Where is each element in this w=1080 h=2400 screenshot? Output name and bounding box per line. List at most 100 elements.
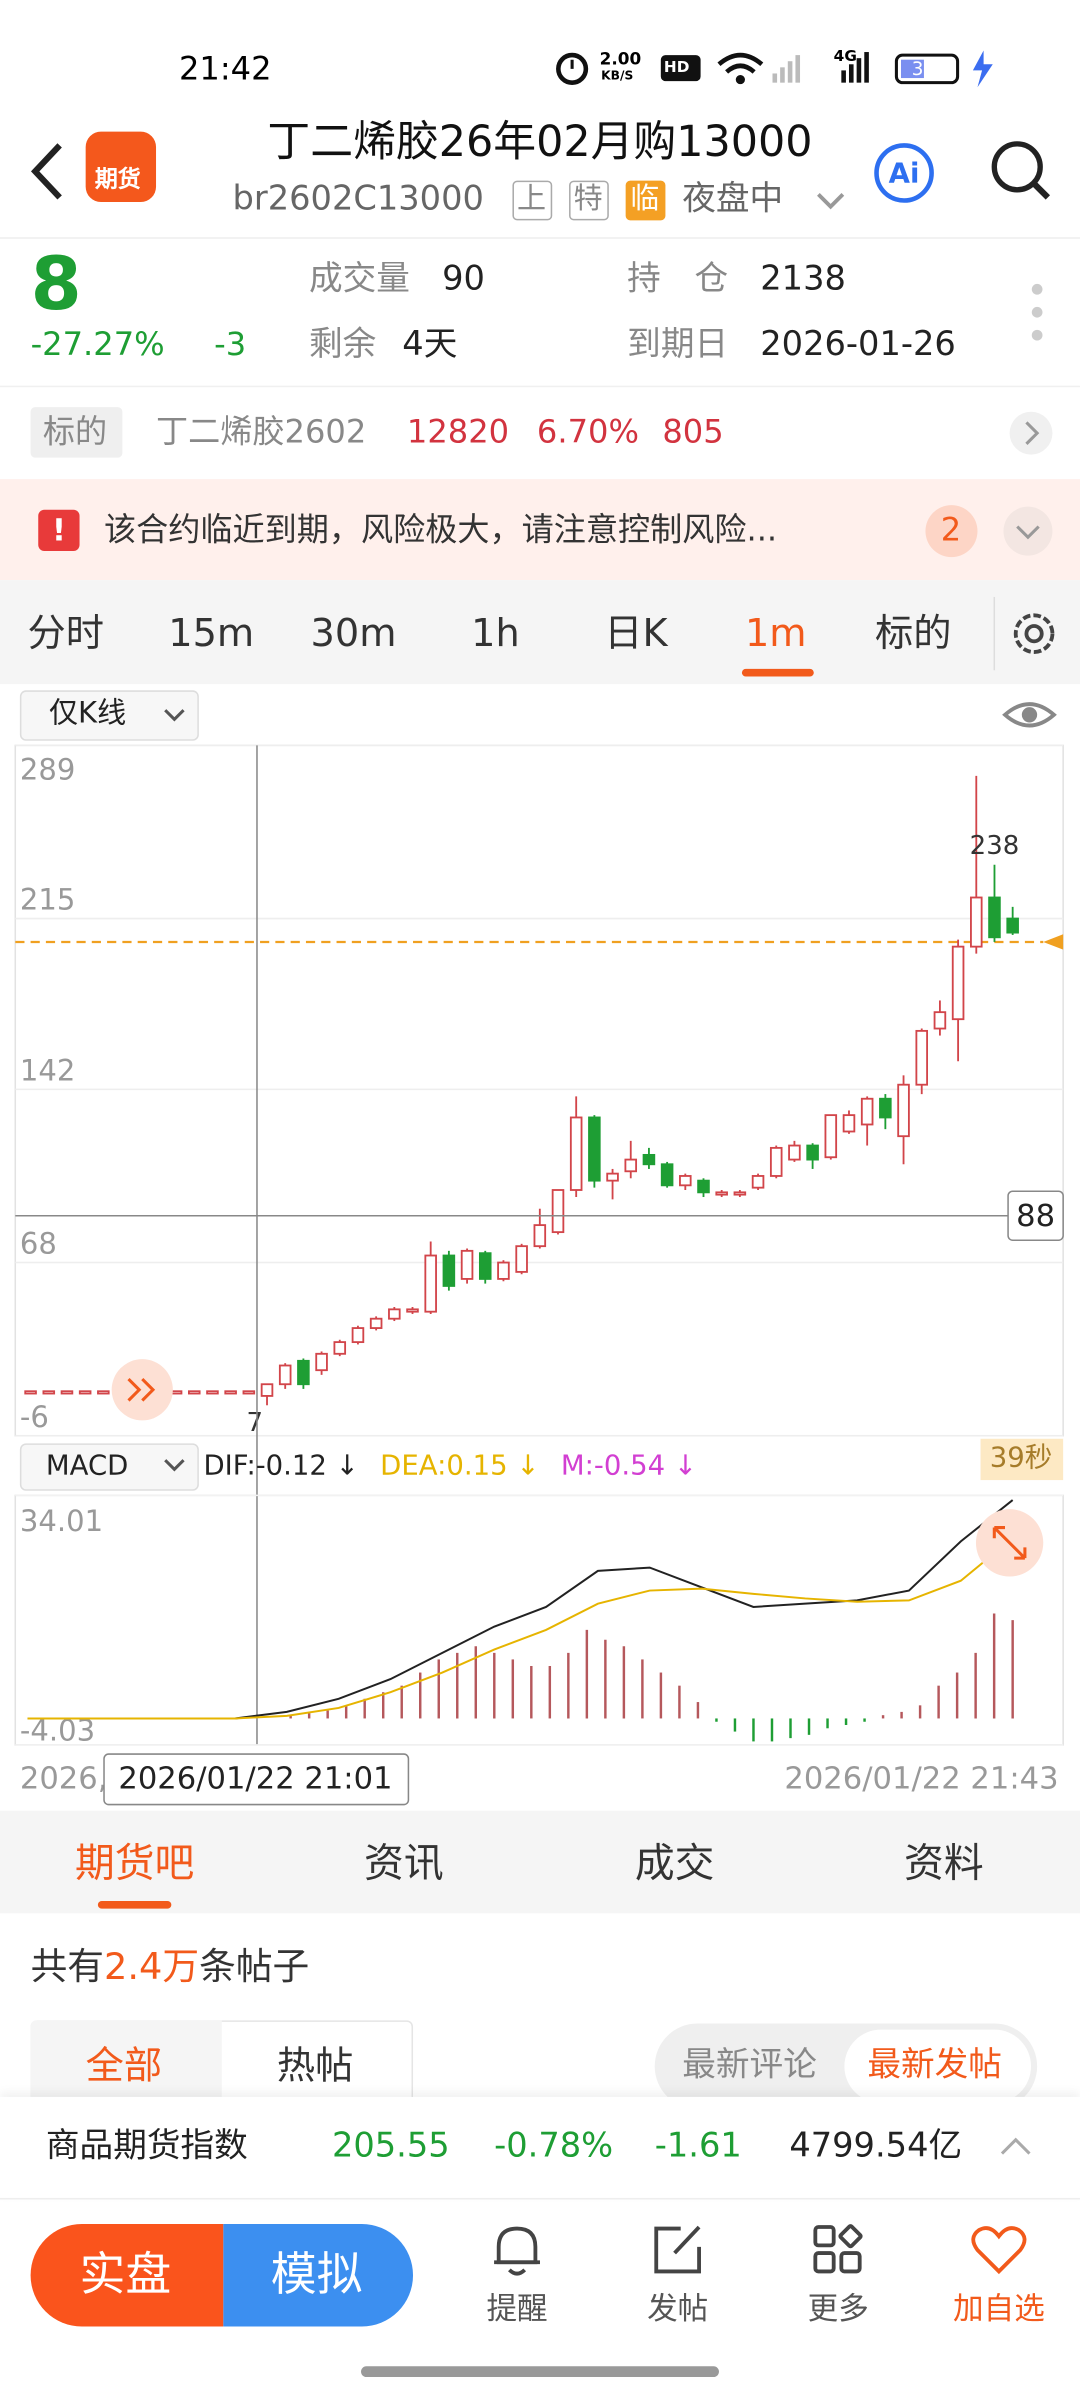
alert-expand[interactable] xyxy=(1002,505,1054,557)
search-button[interactable] xyxy=(987,138,1056,207)
index-change: -1.61 xyxy=(654,2127,742,2166)
period-tab[interactable]: 分时 xyxy=(27,610,105,656)
settings[interactable] xyxy=(993,596,1073,671)
legend-entry: M:-0.54 ↓ xyxy=(561,1449,697,1481)
real-button[interactable] xyxy=(30,2223,224,2327)
candle-body xyxy=(351,1327,365,1344)
more-icon[interactable] xyxy=(808,2219,869,2280)
sort-option-active[interactable]: 最新发帖 xyxy=(867,2046,1002,2085)
chart-mode-label: 仅K线 xyxy=(48,696,127,731)
time: 21:42 xyxy=(178,50,272,88)
candle-body xyxy=(369,1317,383,1329)
candle-body xyxy=(206,1390,219,1395)
candle-body xyxy=(806,1144,819,1161)
candle-body xyxy=(897,1083,910,1138)
underlying-arrow[interactable] xyxy=(1008,410,1054,456)
x-end-label: 2026/01/22 21:43 xyxy=(784,1762,1058,1797)
home-indicator xyxy=(361,2366,719,2378)
macd-label: MACD xyxy=(46,1449,129,1481)
countdown: 39秒 xyxy=(989,1441,1053,1474)
period-tab[interactable]: 15m xyxy=(168,610,255,656)
y-tick-label: -6 xyxy=(20,1400,49,1434)
low-label: 7 xyxy=(247,1408,264,1438)
candle-body xyxy=(879,1097,892,1119)
real-label: 实盘 xyxy=(79,2248,172,2303)
index-expand[interactable] xyxy=(997,2134,1034,2158)
legend-entry: DIF:-0.12 ↓ xyxy=(203,1449,358,1481)
change: -3 xyxy=(214,326,247,363)
underlying-name[interactable]: 丁二烯胶2602 xyxy=(156,413,367,450)
content-tab[interactable]: 成交 xyxy=(634,1841,715,1888)
sort-option[interactable]: 最新评论 xyxy=(682,2046,817,2085)
volume-label: 成交量 xyxy=(308,260,410,299)
battery-level: 34 xyxy=(911,58,936,80)
favorite-icon[interactable] xyxy=(968,2219,1029,2280)
expiry: 2026-01-26 xyxy=(760,326,956,365)
candle-body xyxy=(715,1191,728,1196)
ai-button[interactable]: Ai xyxy=(872,141,936,205)
filter[interactable]: 热帖 xyxy=(276,2043,354,2088)
macd-frame xyxy=(14,1494,1064,1746)
candle-body xyxy=(406,1308,419,1313)
content-tab[interactable]: 资料 xyxy=(904,1841,984,1888)
underlying-price: 12820 xyxy=(406,413,510,450)
position: 2138 xyxy=(760,260,846,299)
session-chevron[interactable] xyxy=(814,187,848,215)
session[interactable]: 夜盘中 xyxy=(682,180,784,219)
index-name: 商品期货指数 xyxy=(45,2127,248,2166)
period-tab[interactable]: 标的 xyxy=(874,610,952,656)
post-icon[interactable] xyxy=(647,2219,708,2280)
tag: 上 xyxy=(517,182,547,216)
x-cursor-box xyxy=(103,1753,410,1806)
jump-button[interactable] xyxy=(111,1359,173,1421)
change-pct: -27.27% xyxy=(30,326,165,363)
y-tick-label: 142 xyxy=(20,1054,75,1088)
nav-label[interactable]: 提醒 xyxy=(486,2289,548,2327)
nav-label[interactable]: 更多 xyxy=(807,2289,869,2327)
nav-label[interactable]: 发帖 xyxy=(647,2289,709,2327)
macd-line xyxy=(27,1537,1014,1720)
position-label: 持 仓 xyxy=(627,260,729,299)
period-tab[interactable]: 30m xyxy=(310,610,397,656)
alert-text: 该合约临近到期，风险极大，请注意控制风险... xyxy=(104,511,778,548)
app-logo xyxy=(85,131,157,203)
candle-body xyxy=(388,1308,401,1320)
expand-arrows xyxy=(992,1526,1027,1560)
period-tab[interactable]: 1h xyxy=(471,610,520,656)
back-button[interactable] xyxy=(23,138,77,207)
candle-body xyxy=(588,1116,601,1182)
underlying-pct: 6.70% xyxy=(536,413,639,450)
content-tab[interactable]: 资讯 xyxy=(364,1841,444,1888)
index-pct: -0.78% xyxy=(494,2127,614,2166)
hd-badge: HD xyxy=(663,59,690,77)
last-price: 8 xyxy=(30,241,82,328)
candle-body xyxy=(188,1390,201,1395)
candle-body xyxy=(915,1029,929,1086)
contract-title: 丁二烯胶26年02月购13000 xyxy=(267,116,813,167)
content-tab-active[interactable]: 期货吧 xyxy=(74,1841,195,1888)
candle-body xyxy=(606,1172,619,1182)
status-icons xyxy=(556,50,993,88)
visibility-toggle[interactable] xyxy=(1002,696,1057,733)
sim-button[interactable] xyxy=(223,2223,414,2327)
more-dots[interactable] xyxy=(1025,280,1049,347)
period-tab[interactable]: 日K xyxy=(604,610,668,656)
candle-body xyxy=(769,1146,783,1177)
candle-body xyxy=(860,1097,874,1126)
candle-body xyxy=(988,896,1001,939)
index-bar[interactable] xyxy=(0,2096,1080,2200)
bell-icon[interactable] xyxy=(486,2219,547,2280)
underlying-label: 标的 xyxy=(42,413,108,450)
post-number: 2.4万 xyxy=(104,1945,200,1989)
candle-body xyxy=(424,1254,437,1313)
candle-body xyxy=(697,1179,710,1194)
candle-body xyxy=(660,1163,674,1187)
period-tab-active[interactable]: 1m xyxy=(744,610,807,656)
candle-body xyxy=(533,1224,547,1248)
nav-label[interactable]: 加自选 xyxy=(953,2289,1045,2327)
indicator-select[interactable] xyxy=(19,1443,199,1491)
alert-bar[interactable] xyxy=(0,479,1080,581)
reference-marker xyxy=(1043,934,1064,950)
filter-active[interactable]: 全部 xyxy=(85,2043,163,2088)
